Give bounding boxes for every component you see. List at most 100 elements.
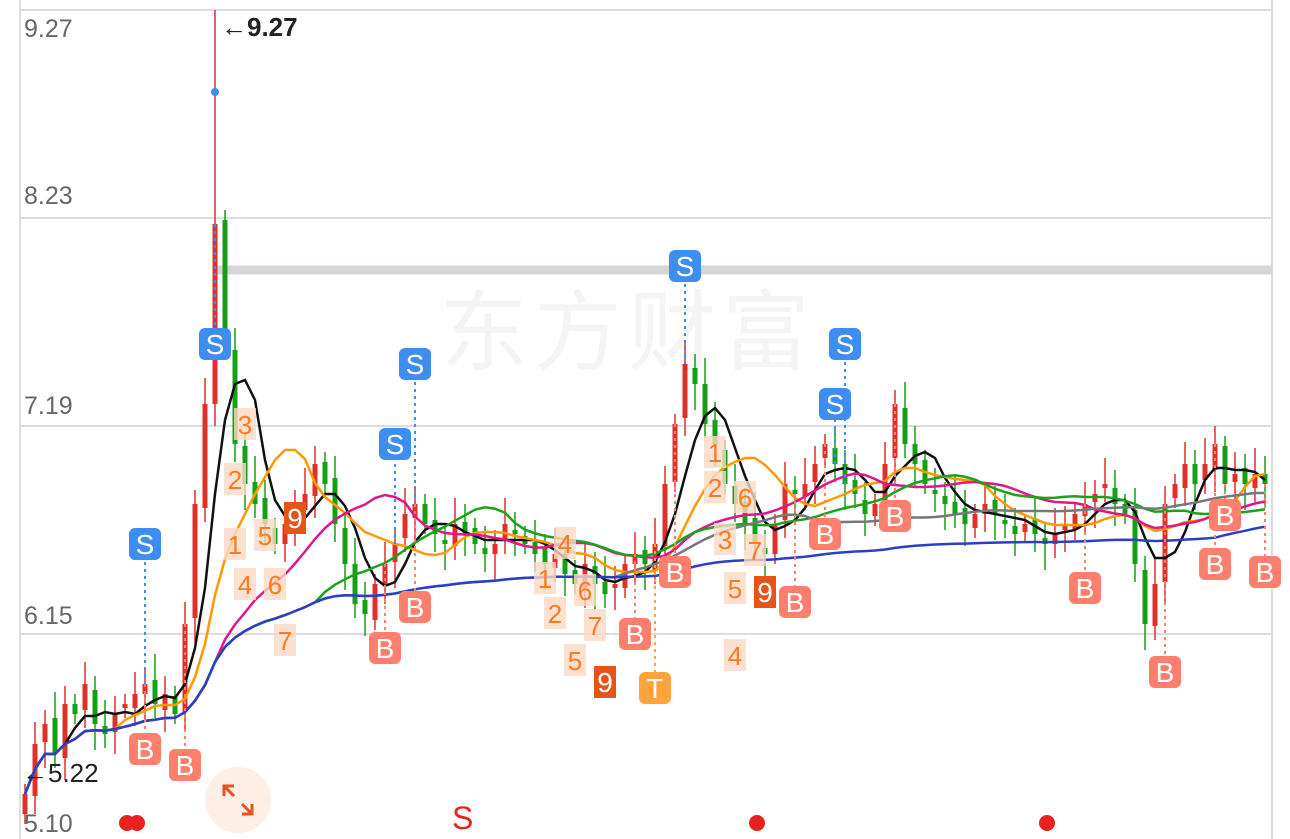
signal-s-marker: S bbox=[399, 348, 431, 504]
candle-body bbox=[1162, 504, 1168, 582]
signal-label: B bbox=[1256, 557, 1275, 588]
signal-b-marker: B bbox=[1069, 504, 1101, 604]
candle-body bbox=[262, 498, 268, 524]
signal-t-marker: T bbox=[639, 544, 671, 704]
signal-label: S bbox=[676, 251, 695, 282]
count-label: 1 bbox=[538, 564, 552, 594]
candle-body bbox=[402, 514, 408, 538]
candle-body bbox=[992, 500, 998, 514]
signal-label: B bbox=[176, 750, 195, 781]
y-tick-label: 6.15 bbox=[24, 602, 73, 630]
candle-body bbox=[772, 524, 778, 554]
candle-body bbox=[782, 484, 788, 520]
candle-body bbox=[692, 368, 698, 384]
candle-body bbox=[712, 420, 718, 444]
candle-body bbox=[382, 564, 388, 586]
candle-body bbox=[422, 504, 428, 524]
candle-body bbox=[322, 462, 328, 484]
signal-label: S bbox=[406, 349, 425, 380]
candle-body bbox=[1052, 534, 1058, 544]
signal-s-marker: S bbox=[379, 428, 411, 544]
signal-badge bbox=[659, 556, 691, 588]
expand-button[interactable] bbox=[205, 767, 271, 833]
y-tick-label: 5.10 bbox=[24, 810, 73, 838]
candle-body bbox=[1112, 488, 1118, 504]
signal-s-marker: S bbox=[669, 250, 701, 364]
candle-body bbox=[602, 582, 608, 594]
count-box bbox=[714, 523, 736, 555]
signal-label: B bbox=[816, 519, 835, 550]
ma20-line bbox=[23, 472, 1266, 795]
signal-badge bbox=[379, 428, 411, 460]
candle-body bbox=[362, 600, 368, 614]
expand-arrows-icon bbox=[222, 784, 254, 816]
candle-body bbox=[212, 224, 218, 404]
candle-body bbox=[862, 500, 868, 514]
count-box bbox=[724, 639, 746, 671]
y-tick-label: 9.27 bbox=[24, 15, 73, 43]
count-box bbox=[534, 562, 556, 594]
signal-b-marker: B bbox=[1149, 504, 1181, 688]
candle-body bbox=[1242, 468, 1248, 484]
signal-label: B bbox=[1156, 657, 1175, 688]
signal-label: B bbox=[786, 587, 805, 618]
candle-body bbox=[972, 514, 978, 528]
count-box bbox=[234, 408, 256, 440]
candle-body bbox=[1072, 514, 1078, 530]
candle-body bbox=[962, 508, 968, 524]
candle-body bbox=[1142, 570, 1148, 624]
y-tick-label: 7.19 bbox=[24, 392, 73, 420]
candle-body bbox=[612, 584, 618, 588]
signal-badge bbox=[669, 250, 701, 282]
signal-s-marker: S bbox=[819, 388, 851, 464]
candle-body bbox=[1212, 444, 1218, 470]
count-box bbox=[574, 574, 596, 606]
signal-badge bbox=[879, 500, 911, 532]
watermark: 东方财富 bbox=[440, 285, 816, 381]
count-label: 4 bbox=[558, 529, 572, 559]
candle-body bbox=[792, 490, 798, 494]
signal-badge bbox=[1199, 548, 1231, 580]
count-label: 6 bbox=[738, 483, 752, 513]
signal-badge bbox=[639, 672, 671, 704]
signal-label: S bbox=[826, 389, 845, 420]
candle-body bbox=[812, 464, 818, 482]
count-box bbox=[564, 644, 586, 676]
count-box bbox=[234, 568, 256, 600]
count-label: 4 bbox=[238, 570, 252, 600]
bottom-dot-marker bbox=[1039, 815, 1055, 831]
count-label: 7 bbox=[588, 611, 602, 641]
signal-label: B bbox=[666, 557, 685, 588]
y-tick-label: 8.23 bbox=[24, 182, 73, 210]
candle-body bbox=[352, 564, 358, 604]
signal-badge bbox=[199, 328, 231, 360]
count-box bbox=[744, 534, 766, 566]
candle-body bbox=[392, 544, 398, 562]
candle-body bbox=[1012, 526, 1018, 534]
candle-body bbox=[482, 548, 488, 554]
candle-body bbox=[112, 714, 118, 732]
candle-body bbox=[662, 484, 668, 546]
signal-b-marker: B bbox=[619, 554, 651, 650]
count-label: 7 bbox=[748, 536, 762, 566]
signal-label: T bbox=[646, 673, 663, 704]
bottom-sell-marker: S bbox=[452, 800, 474, 836]
candle-body bbox=[432, 520, 438, 534]
candle-body bbox=[122, 704, 128, 708]
candle-body bbox=[982, 504, 988, 514]
signal-label: B bbox=[886, 501, 905, 532]
count-label: 5 bbox=[258, 521, 272, 551]
candle-body bbox=[1232, 474, 1238, 482]
candle-body bbox=[372, 584, 378, 620]
candle-body bbox=[192, 504, 198, 618]
candle-body bbox=[202, 404, 208, 508]
candle-body bbox=[132, 694, 138, 708]
candle-body bbox=[162, 694, 168, 710]
candle-body bbox=[152, 680, 158, 704]
signal-badge bbox=[1149, 656, 1181, 688]
candle-body bbox=[1192, 464, 1198, 484]
count-label: 5 bbox=[728, 574, 742, 604]
candle-body bbox=[542, 548, 548, 564]
signal-badge bbox=[129, 733, 161, 765]
